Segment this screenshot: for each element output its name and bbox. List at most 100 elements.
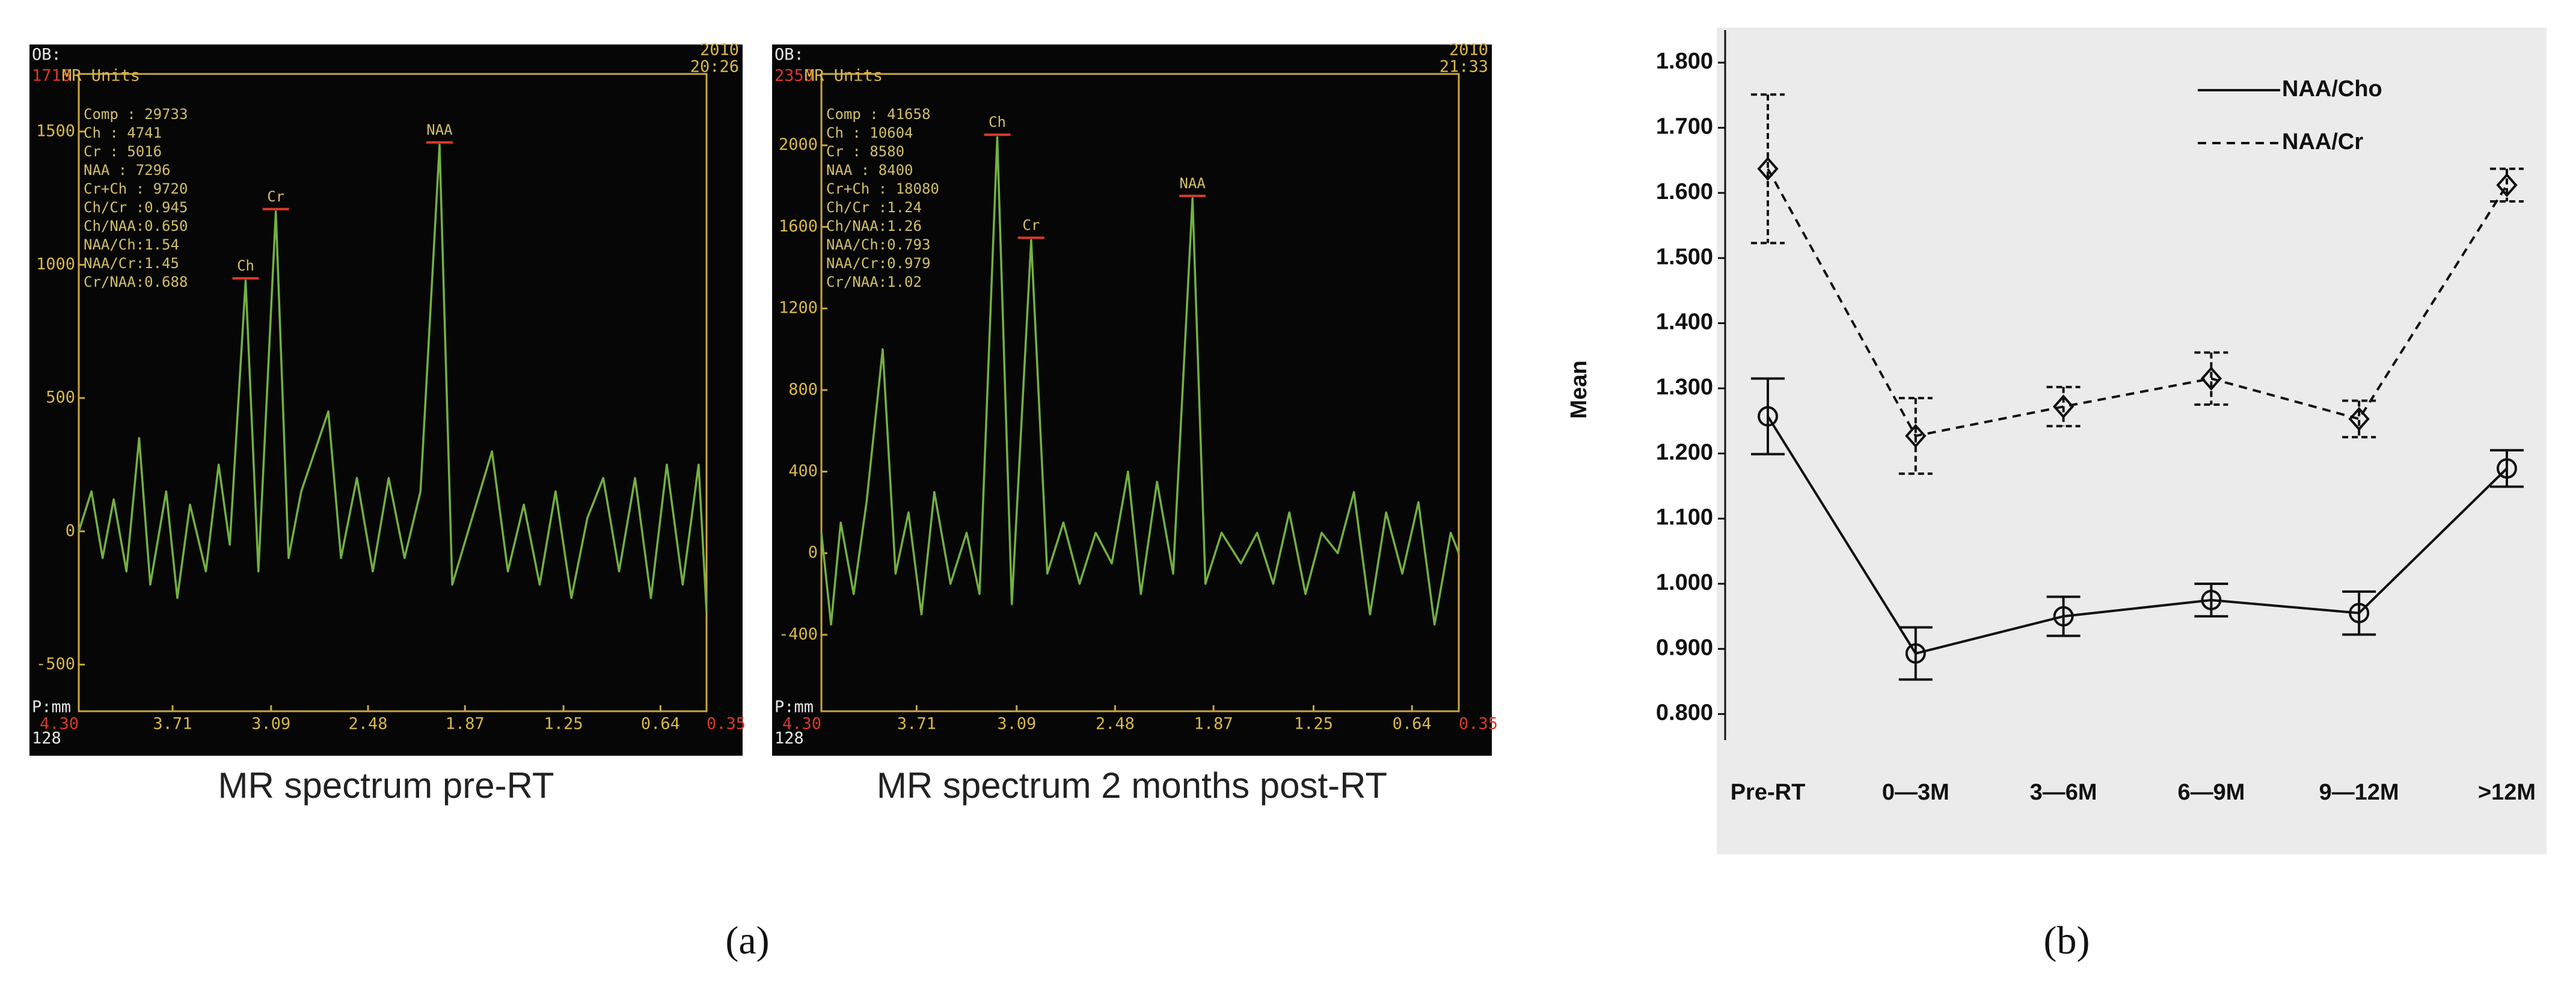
info-line: Ch/Cr :1.24 [826, 199, 922, 216]
x-tick-label: 2.48 [1096, 715, 1135, 733]
spectrum-panel [772, 44, 1492, 756]
plot-background [1717, 28, 2547, 854]
y-tick-label: 1.800 [1656, 49, 1713, 74]
error-bar [2342, 590, 2376, 636]
marker [1758, 406, 1778, 427]
x-tick-label: 0.64 [1393, 715, 1432, 733]
marker [2497, 458, 2517, 479]
y-tick-label: 2000 [779, 135, 818, 154]
x-tick-label: 0—3M [1882, 780, 1949, 805]
y-tick-label: 1.700 [1656, 114, 1713, 139]
y-tick-label: 0.900 [1656, 635, 1713, 660]
info-line: NAA : 8400 [826, 162, 913, 179]
info-line: Ch/NAA:1.26 [826, 218, 922, 234]
y-tick-label: 1.300 [1656, 375, 1713, 400]
info-line: Cr/NAA:1.02 [826, 274, 922, 290]
y-tick-label: 1600 [779, 217, 818, 236]
x-tick-label: 3.09 [251, 715, 290, 733]
y-axis-label: MR Units [805, 67, 883, 85]
error-bar [2194, 351, 2228, 406]
marker [2201, 590, 2222, 611]
corner-label: 20:26 [690, 58, 739, 76]
x-tick-label: 3.71 [153, 715, 192, 733]
x-tick-label: 3.09 [997, 715, 1036, 733]
corner-label: 2010 [700, 41, 739, 60]
y-tick-label: -400 [779, 625, 818, 643]
x-tick-label: 1.87 [446, 715, 485, 733]
error-bar [2490, 449, 2524, 488]
info-line: NAA/Cr:0.979 [826, 255, 930, 272]
info-line: NAA : 7296 [84, 162, 171, 179]
info-line: NAA/Ch:1.54 [84, 236, 179, 253]
info-line: Cr/NAA:0.688 [84, 274, 188, 290]
error-bar [1751, 93, 1785, 245]
caption: MR spectrum 2 months post-RT [877, 765, 1387, 806]
corner-label: OB: [774, 46, 804, 64]
y-tick-label: 1500 [36, 121, 75, 140]
x-tick-label: 0.35 [707, 715, 746, 733]
error-bar [2342, 399, 2376, 439]
y-tick-label: 1.500 [1656, 244, 1713, 269]
info-line: NAA/Ch:0.793 [826, 236, 930, 253]
plot-frame [820, 73, 1460, 712]
x-tick-label: 0.64 [641, 715, 680, 733]
marker [2200, 366, 2222, 391]
y-tick-label: 1200 [779, 299, 818, 317]
x-tick-label: 2.48 [349, 715, 388, 733]
peak-label: NAA [1180, 175, 1206, 192]
x-tick-label: 4.30 [782, 715, 821, 733]
marker [1905, 423, 1927, 449]
y-tick-label: 0.800 [1656, 700, 1713, 726]
x-tick-label: 0.35 [1459, 715, 1498, 733]
info-line: Cr+Ch : 9720 [84, 180, 188, 197]
error-bar [2194, 582, 2228, 618]
y-tick-label: 1.600 [1656, 179, 1713, 204]
spectrum-panel [29, 44, 743, 756]
x-tick-label: 1.87 [1194, 715, 1233, 733]
y-tick-label: -500 [36, 655, 75, 673]
marker [2348, 406, 2370, 431]
panel-label: (b) [2044, 919, 2090, 963]
marker [2052, 394, 2075, 419]
y-tick-label: 1000 [36, 255, 75, 274]
y-tick-label: 1.200 [1656, 439, 1713, 465]
x-tick-label: Pre-RT [1731, 780, 1806, 805]
y-tick-label: 800 [788, 380, 818, 399]
x-axis-label: P:mm [32, 698, 71, 717]
corner-label: 2010 [1449, 41, 1488, 60]
error-bar [1751, 377, 1785, 456]
y-tick-label: 1.400 [1656, 310, 1713, 335]
corner-label: 21:33 [1440, 58, 1488, 76]
caption: MR spectrum pre-RT [218, 765, 554, 806]
error-bar [2046, 385, 2081, 427]
error-bar [1898, 397, 1933, 475]
y-axis-label: Mean [1566, 360, 1592, 418]
x-tick-label: 1.25 [544, 715, 583, 733]
x-tick-label: >12M [2478, 780, 2536, 805]
info-line: Comp : 41658 [826, 106, 930, 123]
y-tick-label: 1.100 [1656, 505, 1713, 530]
y-tick-label: 500 [46, 388, 75, 407]
y-tick-label: 1.000 [1656, 570, 1713, 595]
info-line: Comp : 29733 [84, 106, 188, 123]
peak-label: Ch [989, 114, 1006, 130]
spectrum-line [78, 144, 708, 611]
y-max-label: 1716 [32, 67, 71, 85]
info-line: Cr+Ch : 18080 [826, 180, 939, 197]
x-tick-label: 3.71 [897, 715, 936, 733]
marker [1905, 643, 1926, 664]
x-tick-label: 1.25 [1294, 715, 1333, 733]
x-tick-label: 3—6M [2030, 780, 2097, 805]
corner-label: OB: [32, 46, 61, 64]
info-line: Cr : 8580 [826, 143, 904, 160]
y-max-label: 2350 [774, 67, 814, 85]
series-line [1767, 415, 2508, 655]
plot-frame [78, 73, 708, 712]
info-line: Ch : 4741 [84, 124, 162, 141]
marker [2053, 606, 2074, 627]
error-bar [2046, 595, 2081, 637]
corner-label: 128 [32, 729, 61, 748]
marker [2496, 173, 2518, 197]
